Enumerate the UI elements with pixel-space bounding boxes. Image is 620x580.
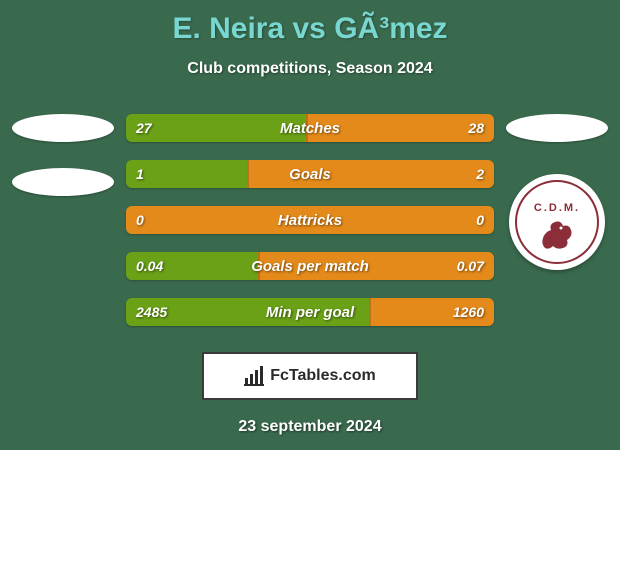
content-root: E. Neira vs GÃ³mez Club competitions, Se… (0, 0, 620, 436)
date-text: 23 september 2024 (0, 418, 620, 436)
subtitle: Club competitions, Season 2024 (0, 60, 620, 78)
stat-label: Goals (126, 160, 494, 188)
stat-label: Matches (126, 114, 494, 142)
stat-bar-row: 12Goals (126, 160, 494, 188)
stat-bar-row: 24851260Min per goal (126, 298, 494, 326)
right-team-badge: C.D.M. (509, 174, 605, 270)
brand-box[interactable]: FcTables.com (202, 352, 418, 400)
main-layout: 2728Matches 12Goals 00Hattricks 0.040.07Goa… (0, 114, 620, 326)
right-player-avatar-placeholder (506, 114, 608, 142)
page-title: E. Neira vs GÃ³mez (0, 0, 620, 46)
stat-bar-row: 00Hattricks (126, 206, 494, 234)
left-player-avatar-placeholder (12, 114, 114, 142)
stat-label: Goals per match (126, 252, 494, 280)
background-bottom (0, 450, 620, 580)
chart-bars-icon (244, 366, 266, 386)
brand-text: FcTables.com (270, 367, 376, 385)
stat-label: Min per goal (126, 298, 494, 326)
stat-bar-row: 0.040.07Goals per match (126, 252, 494, 280)
stat-bar-row: 2728Matches (126, 114, 494, 142)
stat-label: Hattricks (126, 206, 494, 234)
rooster-icon (535, 214, 579, 254)
stat-bars: 2728Matches 12Goals 00Hattricks 0.040.07Goa… (118, 114, 502, 326)
left-player-team-placeholder (12, 168, 114, 196)
left-side (8, 114, 118, 326)
right-side: C.D.M. (502, 114, 612, 326)
